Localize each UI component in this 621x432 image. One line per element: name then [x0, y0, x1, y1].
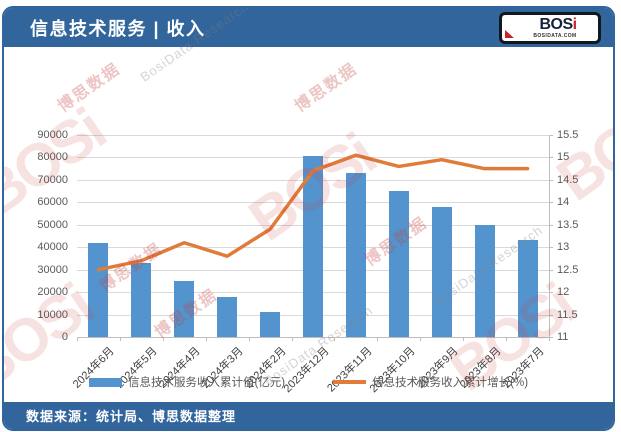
bar — [260, 312, 281, 337]
logo-domain-text: BOSIDATA.COM — [533, 32, 577, 39]
y-axis-label-left: 30000 — [37, 263, 68, 276]
bar — [517, 240, 538, 337]
axis-tick — [549, 202, 553, 204]
legend-swatch-bar — [88, 377, 122, 387]
bar — [88, 242, 109, 337]
axis-tick — [549, 135, 553, 136]
legend: 信息技术服务收入累计值(亿元) 信息技术服务收入累计增长(%) — [4, 374, 613, 390]
x-axis-tick — [377, 337, 379, 341]
axis-tick — [549, 292, 553, 294]
legend-swatch-line — [333, 380, 367, 384]
y-axis-label-right: 14.5 — [557, 173, 579, 186]
report-card: 信息技术服务 | 收入 BOSi BOSIDATA.COM 0 10000 2000… — [2, 6, 615, 431]
trend-line — [96, 153, 530, 272]
chart-area: 0 10000 20000 30000 40000 50000 60000 70000 8000… — [4, 47, 613, 402]
y-axis-label-right: 11 — [557, 331, 569, 343]
right-axis-line — [549, 135, 550, 337]
y-axis-label-left: 90000 — [37, 129, 68, 141]
x-axis-tick — [77, 337, 78, 341]
x-axis-tick — [506, 337, 508, 341]
y-axis-label-left: 70000 — [37, 173, 68, 186]
legend-label-line: 信息技术服务收入累计增长(%) — [372, 377, 529, 389]
y-axis-label-left: 80000 — [37, 151, 68, 164]
gridline — [77, 337, 549, 338]
y-axis-label-left: 0 — [61, 331, 68, 343]
legend-item-line-series: 信息技术服务收入累计增长(%) — [333, 374, 528, 390]
axis-tick — [549, 179, 553, 181]
x-axis-tick — [119, 337, 121, 341]
header-bar: 信息技术服务 | 收入 BOSi BOSIDATA.COM — [4, 8, 613, 47]
y-axis-label-right: 13.5 — [557, 218, 579, 231]
bar — [303, 156, 323, 337]
axis-tick — [549, 337, 553, 338]
legend-label-bar: 信息技术服务收入累计值(亿元) — [127, 377, 286, 389]
axis-tick — [549, 247, 553, 249]
logo-brand-text: BOSi — [539, 15, 577, 33]
x-axis-tick — [549, 337, 550, 341]
x-axis-tick — [291, 337, 293, 341]
y-axis-label-right: 15.5 — [557, 129, 579, 141]
y-axis-label-left: 60000 — [37, 196, 68, 209]
bar — [131, 262, 152, 337]
data-source-text: 数据来源：统计局、博思数据整理 — [26, 409, 237, 424]
footer-bar: 数据来源：统计局、博思数据整理 — [4, 402, 613, 429]
x-axis-tick — [463, 337, 465, 341]
bar — [217, 296, 238, 337]
y-axis-label-right: 13 — [557, 241, 570, 254]
axis-tick — [549, 314, 553, 316]
x-axis-tick — [248, 337, 250, 341]
axis-tick — [549, 269, 553, 271]
axis-tick — [549, 157, 553, 159]
y-axis-label-right: 12 — [557, 286, 570, 299]
y-axis-label-right: 11.5 — [557, 308, 578, 321]
logo-flag-icon — [505, 29, 514, 38]
y-axis-label-right: 15 — [557, 151, 570, 164]
x-axis-tick — [205, 337, 207, 341]
y-axis-label-left: 10000 — [37, 308, 68, 321]
y-axis-label-right: 12.5 — [557, 263, 579, 276]
y-axis-label-left: 50000 — [37, 218, 68, 231]
x-axis-tick — [420, 337, 422, 341]
x-axis-tick — [162, 337, 164, 341]
y-axis-label-left: 40000 — [37, 241, 68, 254]
bar — [431, 206, 452, 337]
y-axis-label-right: 14 — [557, 196, 570, 209]
gridline — [77, 135, 549, 136]
bar — [174, 280, 195, 337]
bar — [388, 191, 409, 337]
bar — [474, 224, 495, 337]
legend-item-bar-series: 信息技术服务收入累计值(亿元) — [88, 374, 286, 390]
page-title: 信息技术服务 | 收入 — [30, 18, 206, 39]
x-axis-tick — [334, 337, 336, 341]
y-axis-label-left: 20000 — [37, 286, 68, 299]
axis-tick — [549, 224, 553, 226]
growth-line — [96, 153, 530, 272]
bar — [345, 173, 366, 337]
brand-logo: BOSi BOSIDATA.COM — [499, 11, 601, 44]
